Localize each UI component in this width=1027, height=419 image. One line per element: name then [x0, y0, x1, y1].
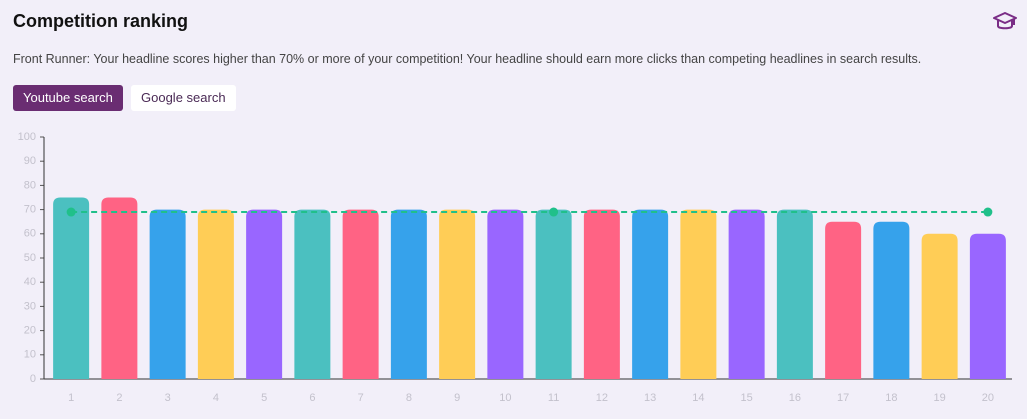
bar [728, 209, 765, 379]
x-tick-label: 6 [309, 392, 315, 404]
bar [632, 209, 669, 379]
bar [969, 233, 1006, 379]
y-tick-label: 80 [24, 179, 36, 191]
y-tick-label: 10 [24, 349, 36, 361]
reference-marker [549, 207, 559, 217]
bar [487, 209, 524, 379]
y-tick-label: 40 [24, 276, 36, 288]
reference-marker [66, 207, 76, 217]
x-tick-label: 13 [644, 392, 656, 404]
bar [535, 209, 572, 379]
description: Front Runner: Your headline scores highe… [13, 52, 922, 66]
x-tick-label: 12 [596, 392, 608, 404]
x-tick-label: 19 [934, 392, 946, 404]
x-tick-label: 10 [499, 392, 511, 404]
y-tick-label: 90 [24, 155, 36, 167]
bar [583, 209, 620, 379]
x-tick-label: 18 [885, 392, 897, 404]
bar [921, 233, 958, 379]
y-tick-label: 70 [24, 204, 36, 216]
reference-marker [983, 207, 993, 217]
y-tick-label: 60 [24, 228, 36, 240]
x-tick-label: 9 [454, 392, 460, 404]
x-tick-label: 17 [837, 392, 849, 404]
x-tick-label: 3 [165, 392, 171, 404]
bar [53, 197, 90, 379]
title: Competition ranking [13, 11, 188, 31]
bar [825, 221, 862, 379]
x-tick-label: 20 [982, 392, 994, 404]
tab-youtube[interactable]: Youtube search [13, 85, 123, 111]
y-tick-label: 50 [24, 252, 36, 264]
bar [342, 209, 379, 379]
x-tick-label: 5 [261, 392, 267, 404]
bar [390, 209, 427, 379]
bar [439, 209, 476, 379]
y-tick-label: 20 [24, 325, 36, 337]
bar [101, 197, 138, 379]
x-tick-label: 11 [548, 392, 559, 404]
bar [776, 209, 813, 379]
x-tick-label: 7 [358, 392, 364, 404]
y-tick-label: 0 [30, 373, 36, 385]
bar [197, 209, 234, 379]
bar [680, 209, 717, 379]
y-tick-label: 100 [18, 131, 36, 143]
x-tick-label: 4 [213, 392, 219, 404]
x-tick-label: 15 [741, 392, 753, 404]
x-tick-label: 8 [406, 392, 412, 404]
x-tick-label: 1 [68, 392, 74, 404]
bar [873, 221, 910, 379]
bar [246, 209, 283, 379]
x-tick-label: 14 [692, 392, 704, 404]
bar [149, 209, 186, 379]
help-icon[interactable] [993, 11, 1017, 33]
x-tick-label: 2 [116, 392, 122, 404]
bar [294, 209, 331, 379]
y-tick-label: 30 [24, 300, 36, 312]
x-tick-label: 16 [789, 392, 801, 404]
tab-google[interactable]: Google search [131, 85, 236, 111]
